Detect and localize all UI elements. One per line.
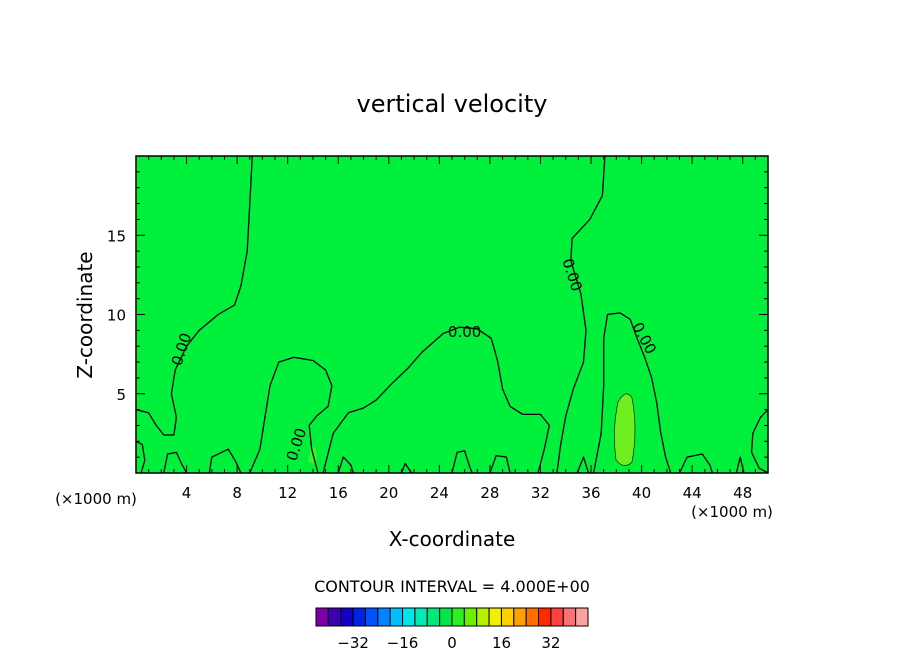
x-tick-label: 32 (531, 484, 550, 502)
colorbar (315, 607, 589, 627)
zero-contour-line-1 (249, 356, 333, 474)
colorbar-tick-label: 0 (447, 634, 457, 652)
x-tick-label: 48 (733, 484, 752, 502)
zero-contour-line-2 (322, 326, 550, 474)
colorbar-swatch (538, 607, 552, 627)
colorbar-swatch (389, 607, 404, 627)
zero-contour-line-13 (576, 456, 590, 474)
x-tick-label: 40 (632, 484, 651, 502)
x-tick-label: 16 (329, 484, 348, 502)
colorbar-swatch (327, 607, 342, 627)
colorbar-swatch (364, 607, 379, 627)
colorbar-swatch (500, 607, 515, 627)
zero-contour-line-7 (163, 451, 188, 474)
zero-contour-line-10 (400, 462, 413, 474)
x-tick-label: 36 (581, 484, 600, 502)
y-tick-label: 5 (116, 386, 126, 404)
colorbar-swatch (340, 607, 354, 627)
zero-contour-line-9 (337, 456, 355, 474)
x-tick-label: 28 (480, 484, 499, 502)
x-tick-label: 8 (232, 484, 242, 502)
zero-contour-line-6 (135, 440, 146, 474)
x-tick-label: 24 (430, 484, 449, 502)
colorbar-swatch (513, 607, 527, 627)
zero-contour-line-11 (451, 450, 473, 474)
colorbar-swatch (525, 607, 540, 627)
y-tick-label: 10 (107, 307, 126, 325)
colorbar-swatch (575, 607, 589, 627)
y-axis-label: Z-coordinate (73, 251, 97, 378)
colorbar-swatch (402, 607, 416, 627)
x-tick-label: 12 (278, 484, 297, 502)
x-axis-label: X-coordinate (389, 527, 516, 551)
zero-contour-line-5 (750, 409, 769, 474)
zero-contour-line-0 (135, 155, 253, 436)
contour-label-1: 0.00 (448, 323, 481, 341)
zero-contour-line-12 (489, 454, 511, 474)
x-axis: 4 8 12 16 20 24 28 32 36 40 44 48 (148, 156, 756, 502)
x-unit-label-left: (×1000 m) (55, 490, 137, 508)
colorbar-swatch (488, 607, 502, 627)
colorbar-swatch (426, 607, 441, 627)
zero-contour-line-14 (678, 453, 714, 474)
zero-contour-line-3 (556, 155, 606, 474)
x-tick-label: 20 (379, 484, 398, 502)
plot-area: 0.00 0.000.000.000.00 (135, 155, 769, 474)
contour-interval-text: CONTOUR INTERVAL = 4.000E+00 (314, 577, 590, 596)
colorbar-swatch (451, 607, 465, 627)
y-tick-label: 15 (107, 227, 126, 245)
colorbar-swatch (377, 607, 391, 627)
colorbar-tick-label: −32 (337, 634, 369, 652)
x-tick-label: 44 (683, 484, 702, 502)
chart-title: vertical velocity (357, 90, 548, 118)
zero-contour-line-4 (592, 312, 672, 474)
colorbar-swatch (463, 607, 478, 627)
colorbar-tick-label: 16 (492, 634, 511, 652)
y-axis: 5 10 15 (107, 171, 768, 458)
colorbar-swatch (476, 607, 490, 627)
plot-background (136, 156, 768, 473)
x-unit-label-right: (×1000 m) (691, 503, 773, 521)
colorbar-swatch (562, 607, 577, 627)
colorbar-swatch (315, 607, 329, 627)
colorbar-swatch (550, 607, 564, 627)
colorbar-swatch (439, 607, 453, 627)
colorbar-swatch (414, 607, 428, 627)
colorbar-tick-label: 32 (541, 634, 560, 652)
colorbar-swatch (352, 607, 366, 627)
x-tick-label: 4 (182, 484, 192, 502)
colorbar-tick-labels: −32 −16 0 16 32 (337, 634, 560, 652)
updraft-region-right (614, 393, 636, 466)
colorbar-tick-label: −16 (387, 634, 419, 652)
